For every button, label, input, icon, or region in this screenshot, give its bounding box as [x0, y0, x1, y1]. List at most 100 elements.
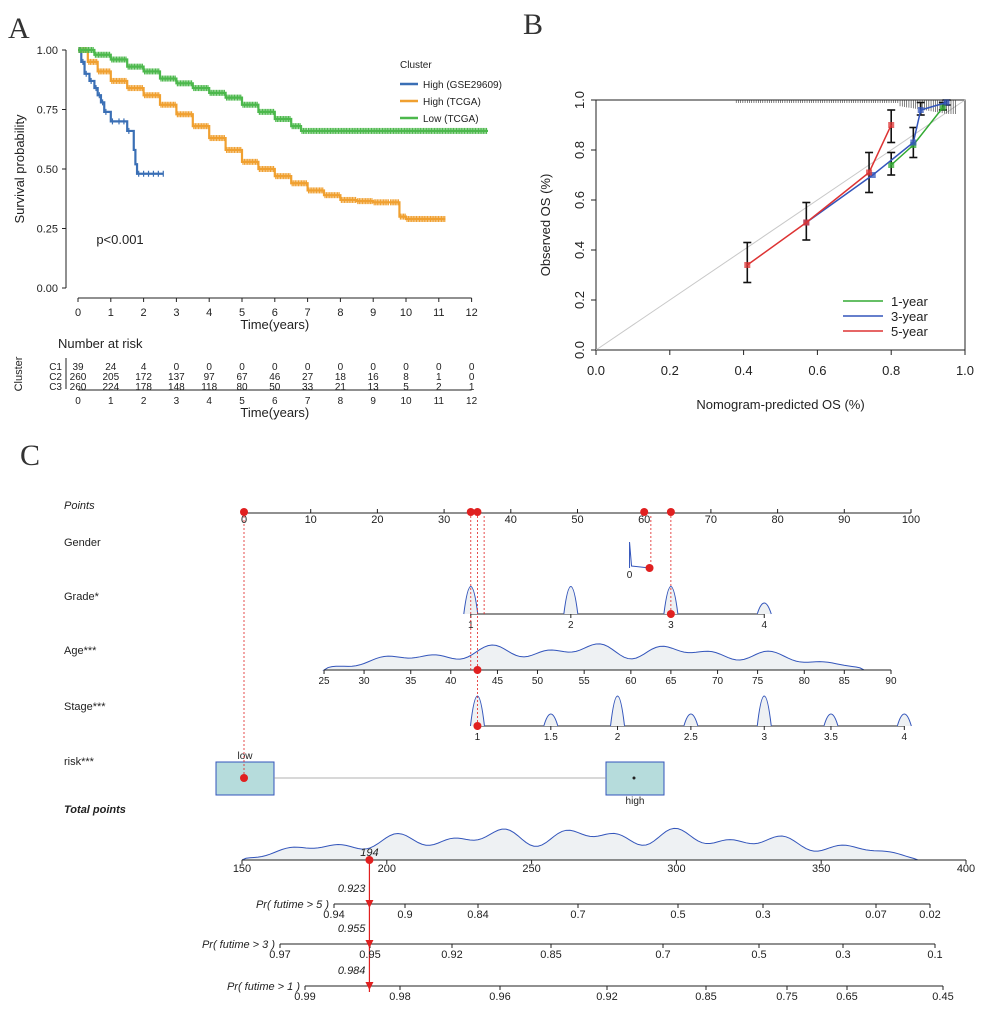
variable-tick-label: 25	[318, 676, 330, 687]
risk-cell: 80	[236, 382, 248, 393]
x-tick-label: 0.8	[882, 363, 900, 378]
risk-x-tick-label: 7	[305, 396, 311, 407]
probability-tick-label: 0.75	[776, 991, 797, 1003]
risk-cell: 0	[403, 362, 409, 373]
variable-tick-label: 3.5	[824, 732, 838, 743]
risk-x-tick-label: 4	[206, 396, 212, 407]
x-tick-label: 0.6	[808, 363, 826, 378]
variable-tick-label: 80	[799, 676, 811, 687]
x-tick-label: 2	[141, 307, 147, 319]
total-tick-label: 300	[667, 863, 685, 875]
total-selected-label: 194	[360, 847, 378, 859]
probability-tick-label: 0.7	[655, 949, 670, 961]
variable-tick-label: 90	[885, 676, 897, 687]
risk-cell: 0	[206, 362, 212, 373]
points-tick-label: 30	[438, 514, 450, 526]
risk-cell: 224	[102, 382, 119, 393]
y-tick-label: 0.6	[572, 191, 587, 209]
x-tick-label: 0.4	[735, 363, 753, 378]
selected-point	[240, 508, 248, 516]
variable-tick-label: 1	[475, 732, 481, 743]
risk-cell: 260	[70, 372, 87, 383]
risk-cell: 1	[469, 382, 475, 393]
probability-arrow	[365, 940, 374, 948]
probability-tick-label: 0.98	[389, 991, 410, 1003]
probability-tick-label: 0.1	[927, 949, 942, 961]
points-tick-label: 20	[371, 514, 383, 526]
calibration-point	[866, 169, 873, 176]
risk-cell: 67	[236, 372, 248, 383]
risk-cell: 178	[135, 382, 152, 393]
variable-tick-label: 2.5	[684, 732, 698, 743]
x-axis-title: Time(years)	[240, 317, 309, 332]
risk-cell: 46	[269, 372, 281, 383]
category-density	[823, 713, 839, 727]
risk-cell: 0	[305, 362, 311, 373]
legend-label-3: 5-year	[891, 324, 929, 339]
risk-cell: 39	[72, 362, 84, 373]
risk-cell: 0	[436, 362, 442, 373]
risk-cell: 5	[403, 382, 409, 393]
category-density	[563, 586, 579, 615]
selected-point	[640, 508, 649, 516]
calibration-point	[917, 107, 924, 113]
probability-tick-label: 0.85	[695, 991, 716, 1003]
calibration-plot: 0.0 0.2 0.4 0.6 0.8 1.0 0.0 0.2 0.4 0.6 0.8 1.0 Nomo…	[538, 91, 974, 412]
y-tick-label: 1.00	[37, 45, 58, 57]
risk-x-tick-label: 2	[141, 396, 147, 407]
probability-tick-label: 0.97	[269, 949, 290, 961]
x-tick-label: 0.0	[587, 363, 605, 378]
risk-cell: 205	[102, 372, 119, 383]
category-density	[610, 695, 626, 727]
y-tick-label: 0.00	[37, 283, 58, 295]
variable-tick-label: 1.5	[544, 732, 558, 743]
variable-tick-label: 40	[445, 676, 457, 687]
category-density	[756, 602, 772, 615]
variable-tick-label: 75	[752, 676, 764, 687]
risk-table-ylabel: Cluster	[13, 356, 25, 391]
risk-cell: 13	[368, 382, 380, 393]
points-label: Points	[64, 500, 95, 512]
probability-tick-label: 0.94	[323, 909, 344, 921]
calibration-point	[803, 219, 810, 226]
probability-value: 0.984	[338, 965, 366, 977]
variable-tick-label: 30	[358, 676, 370, 687]
points-tick-label: 90	[838, 514, 850, 526]
risk-cell: 260	[70, 382, 87, 393]
probability-value: 0.923	[338, 883, 366, 895]
variable-label: Grade*	[64, 591, 100, 603]
variable-label: risk***	[64, 756, 95, 768]
variable-tick-label: 3	[668, 620, 674, 631]
x-tick-label: 7	[305, 307, 311, 319]
x-tick-label: 0.2	[661, 363, 679, 378]
points-tick-label: 100	[902, 514, 920, 526]
variable-tick-label: 50	[532, 676, 544, 687]
y-tick-label: 0.8	[572, 141, 587, 159]
y-tick-label: 0.4	[572, 241, 587, 259]
points-tick-label: 60	[638, 514, 650, 526]
x-tick-label: 3	[173, 307, 179, 319]
risk-x-tick-label: 8	[338, 396, 344, 407]
gender-density	[629, 541, 650, 569]
total-tick-label: 400	[957, 863, 975, 875]
x-tick-label: 8	[337, 307, 343, 319]
category-density	[683, 713, 699, 727]
x-axis-title: Nomogram-predicted OS (%)	[696, 397, 864, 412]
total-tick-label: 200	[378, 863, 396, 875]
probability-arrow	[365, 900, 374, 908]
probability-tick-label: 0.7	[570, 909, 585, 921]
probability-tick-label: 0.92	[441, 949, 462, 961]
points-tick-label: 40	[505, 514, 517, 526]
selected-point	[466, 508, 475, 516]
risk-x-tick-label: 9	[370, 396, 376, 407]
variable-tick-label: 4	[761, 620, 767, 631]
risk-cell: 97	[204, 372, 216, 383]
variable-tick-label: 2	[568, 620, 574, 631]
risk-row-name: C3	[49, 382, 62, 393]
risk-x-tick-label: 10	[400, 396, 412, 407]
points-tick-label: 50	[571, 514, 583, 526]
calibration-point	[939, 104, 946, 111]
risk-cell: 0	[469, 372, 475, 383]
risk-cell: 50	[269, 382, 281, 393]
